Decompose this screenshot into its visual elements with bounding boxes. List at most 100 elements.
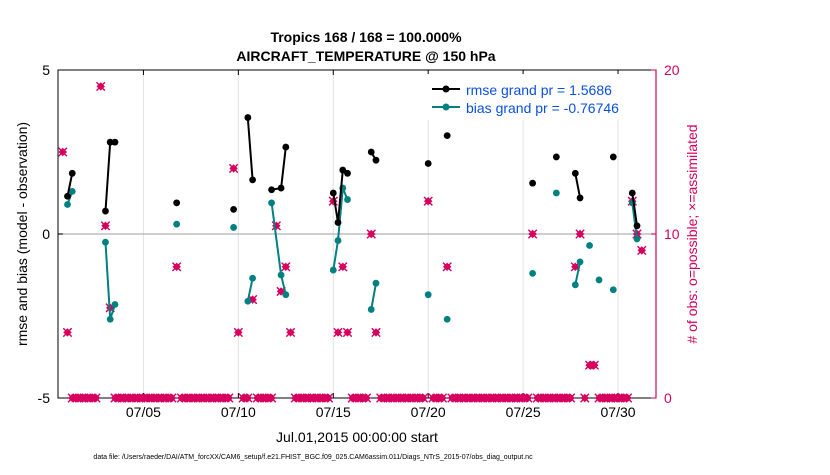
- rmse-point: [633, 222, 641, 230]
- bias-point: [367, 306, 375, 313]
- bias-point: [609, 286, 617, 294]
- legend-bias-marker: [442, 103, 450, 111]
- rmse-point: [339, 166, 347, 174]
- obs-count-cross: [167, 393, 177, 403]
- bias-series-line: [370, 283, 377, 310]
- bias-point: [244, 297, 252, 305]
- rmse-point: [106, 138, 114, 146]
- rmse-point: [628, 189, 636, 197]
- obs-count-cross: [527, 229, 538, 239]
- bias-point: [576, 258, 584, 266]
- bias-point: [68, 187, 76, 195]
- obs-count-cross: [575, 229, 585, 239]
- rmse-point: [64, 192, 71, 200]
- rmse-point: [529, 179, 537, 187]
- x-tick-label: 07/05: [126, 404, 161, 420]
- obs-count-cross: [96, 81, 106, 92]
- y-axis-label: rmse and bias (model - observation): [14, 122, 30, 346]
- obs-count-cross: [285, 327, 296, 338]
- obs-count-cross: [58, 147, 68, 157]
- rmse-point: [576, 194, 584, 202]
- bias-point: [268, 199, 275, 207]
- rmse-point: [249, 176, 256, 184]
- x-axis-label: Jul.01,2015 00:00:00 start: [276, 429, 438, 445]
- rmse-point: [268, 186, 275, 194]
- bias-series-line: [631, 202, 638, 240]
- rmse-series-line: [246, 117, 254, 180]
- bias-point: [277, 271, 285, 279]
- rmse-point: [424, 160, 432, 167]
- bias-point: [102, 238, 109, 246]
- obs-count-cross: [233, 327, 244, 338]
- y2-tick-label: 10: [664, 226, 680, 242]
- obs-count-marker: [91, 393, 101, 403]
- obs-count-cross: [366, 229, 376, 239]
- rmse-point: [571, 169, 579, 177]
- legend-bias-label: bias grand pr = -0.76746: [466, 100, 619, 116]
- bias-series-line: [574, 261, 582, 286]
- bias-series-line: [246, 278, 254, 302]
- obs-count-marker: [333, 327, 343, 338]
- bias-point: [586, 242, 593, 249]
- x-tick-label: 07/30: [601, 404, 636, 420]
- obs-count-marker: [342, 327, 353, 338]
- obs-count-cross: [243, 393, 253, 403]
- y2-axis-label: # of obs: o=possible; ×=assimilated: [684, 124, 700, 343]
- rmse-series-line: [574, 173, 582, 199]
- obs-count-marker: [228, 163, 239, 174]
- obs-count-cross: [271, 221, 282, 231]
- obs-count-marker: [637, 245, 647, 256]
- grid-layer: [58, 70, 656, 398]
- obs-count-marker: [224, 393, 234, 403]
- obs-count-marker: [285, 327, 296, 338]
- rmse-series-line: [271, 146, 287, 191]
- bias-point: [329, 266, 337, 274]
- bias-point: [344, 196, 351, 203]
- obs-count-marker: [100, 221, 111, 231]
- rmse-point: [173, 199, 181, 207]
- bias-point: [633, 235, 641, 243]
- obs-count-cross: [338, 262, 348, 272]
- bias-point: [106, 315, 114, 323]
- x-tick-label: 07/15: [316, 404, 351, 420]
- bias-point: [571, 281, 579, 289]
- x-tick-label: 07/10: [221, 404, 256, 420]
- obs-count-cross: [589, 360, 599, 370]
- bias-point: [282, 291, 290, 299]
- rmse-point: [552, 153, 560, 161]
- legend-rmse-label: rmse grand pr = 1.5686: [466, 82, 612, 98]
- rmse-point: [329, 189, 337, 197]
- x-tick-label: 07/25: [506, 404, 541, 420]
- obs-count-cross: [266, 393, 277, 403]
- legend-rmse-marker: [442, 85, 450, 93]
- y-tick-label: -5: [38, 390, 51, 406]
- obs-count-marker: [523, 393, 533, 403]
- series-layer: [58, 81, 647, 403]
- obs-count-marker: [361, 393, 372, 403]
- rmse-series-line: [631, 192, 638, 226]
- obs-count-cross: [622, 393, 633, 403]
- obs-count-cross: [637, 245, 647, 256]
- obs-count-marker: [371, 327, 381, 338]
- obs-count-cross: [565, 393, 576, 403]
- legend-box: [426, 74, 652, 120]
- obs-count-cross: [342, 327, 353, 338]
- rmse-point: [111, 138, 119, 146]
- bias-point: [552, 189, 560, 197]
- bias-point: [64, 201, 71, 208]
- obs-count-cross: [91, 393, 101, 403]
- rmse-point: [372, 156, 380, 164]
- obs-count-cross: [580, 393, 590, 403]
- y-tick-label: 5: [42, 62, 50, 78]
- obs-count-marker: [622, 393, 633, 403]
- obs-count-cross: [228, 163, 239, 174]
- obs-count-marker: [281, 262, 291, 272]
- obs-count-marker: [62, 327, 73, 338]
- obs-count-marker: [442, 262, 452, 272]
- obs-count-marker: [96, 81, 106, 92]
- obs-count-cross: [328, 196, 338, 206]
- bias-point: [595, 276, 603, 284]
- bias-point: [334, 237, 342, 244]
- rmse-point: [609, 153, 617, 161]
